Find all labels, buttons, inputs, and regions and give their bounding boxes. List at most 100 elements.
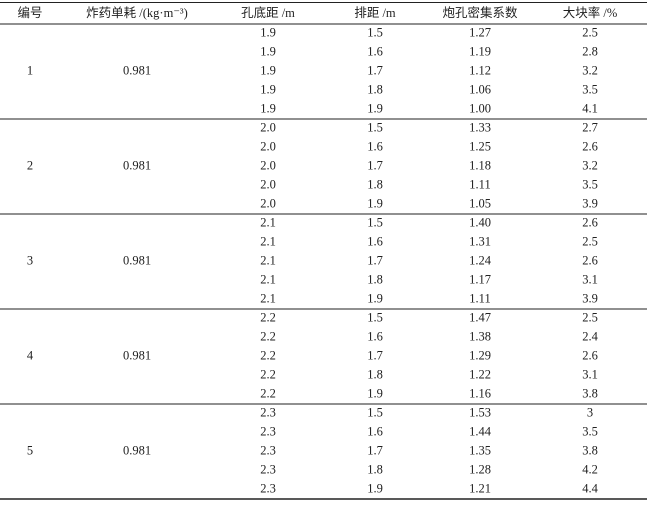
cell: 2.3 xyxy=(260,443,276,457)
cell: 1.18 xyxy=(469,158,491,172)
cell: 1.33 xyxy=(469,120,491,134)
header-cell: 排距 /m xyxy=(354,6,396,20)
cell: 1.5 xyxy=(367,25,383,39)
cell: 2.1 xyxy=(260,291,276,305)
cell: 1.8 xyxy=(367,272,383,286)
cell: 2.6 xyxy=(582,139,598,153)
cell: 1.28 xyxy=(469,462,491,476)
cell: 2.2 xyxy=(260,348,276,362)
group-charge: 0.981 xyxy=(123,253,151,267)
cell: 2.0 xyxy=(260,120,276,134)
cell: 3.8 xyxy=(582,386,598,400)
cell: 1.24 xyxy=(469,253,492,267)
cell: 1.27 xyxy=(469,25,491,39)
cell: 2.3 xyxy=(260,481,276,495)
cell: 1.9 xyxy=(367,481,383,495)
cell: 2.1 xyxy=(260,253,276,267)
cell: 1.6 xyxy=(367,424,383,438)
cell: 3 xyxy=(587,405,593,419)
cell: 3.9 xyxy=(582,291,598,305)
group-id: 4 xyxy=(27,348,34,362)
cell: 3.1 xyxy=(582,272,598,286)
cell: 1.9 xyxy=(367,386,383,400)
cell: 1.11 xyxy=(469,291,490,305)
cell: 1.7 xyxy=(367,348,383,362)
cell: 1.9 xyxy=(260,44,276,58)
header-cell: 孔底距 /m xyxy=(241,5,295,20)
cell: 1.29 xyxy=(469,348,491,362)
cell: 2.4 xyxy=(582,329,598,343)
cell: 2.5 xyxy=(582,310,598,324)
cell: 2.0 xyxy=(260,177,276,191)
cell: 1.9 xyxy=(367,101,383,115)
cell: 1.9 xyxy=(260,82,276,96)
cell: 1.12 xyxy=(469,63,491,77)
cell: 2.0 xyxy=(260,139,276,153)
cell: 1.00 xyxy=(469,101,491,115)
cell: 4.4 xyxy=(582,481,598,495)
cell: 1.6 xyxy=(367,329,383,343)
cell: 3.5 xyxy=(582,424,598,438)
cell: 3.1 xyxy=(582,367,598,381)
cell: 1.9 xyxy=(260,25,276,39)
cell: 1.5 xyxy=(367,215,383,229)
cell: 2.3 xyxy=(260,462,276,476)
cell: 1.31 xyxy=(469,234,491,248)
cell: 4.2 xyxy=(582,462,598,476)
group-id: 5 xyxy=(27,443,33,457)
cell: 1.35 xyxy=(469,443,491,457)
cell: 4.1 xyxy=(582,101,598,115)
cell: 2.2 xyxy=(260,386,276,400)
cell: 2.0 xyxy=(260,196,276,210)
cell: 1.05 xyxy=(469,196,491,210)
cell: 1.8 xyxy=(367,462,383,476)
cell: 1.5 xyxy=(367,120,383,134)
cell: 2.0 xyxy=(260,158,276,172)
cell: 2.5 xyxy=(582,25,598,39)
cell: 1.6 xyxy=(367,44,383,58)
cell: 1.6 xyxy=(367,139,383,153)
group-charge: 0.981 xyxy=(123,63,151,77)
cell: 1.22 xyxy=(469,367,491,381)
cell: 1.11 xyxy=(469,177,490,191)
cell: 3.9 xyxy=(582,196,598,210)
cell: 2.3 xyxy=(260,405,276,419)
cell: 2.7 xyxy=(582,120,598,134)
header-cell: 炸药单耗 /(kg·m⁻³) xyxy=(86,6,188,20)
cell: 2.5 xyxy=(582,234,598,248)
cell: 1.7 xyxy=(367,443,383,457)
cell: 3.2 xyxy=(582,158,598,172)
cell: 3.5 xyxy=(582,82,598,96)
cell: 1.7 xyxy=(367,253,383,267)
cell: 3.5 xyxy=(582,177,598,191)
cell: 2.6 xyxy=(582,348,598,362)
cell: 1.5 xyxy=(367,405,383,419)
cell: 2.3 xyxy=(260,424,276,438)
cell: 1.40 xyxy=(469,215,491,229)
group-id: 2 xyxy=(27,158,33,172)
cell: 2.2 xyxy=(260,367,276,381)
cell: 1.8 xyxy=(367,367,383,381)
cell: 1.9 xyxy=(260,63,276,77)
cell: 2.2 xyxy=(260,310,276,324)
cell: 1.8 xyxy=(367,82,383,96)
cell: 1.19 xyxy=(469,44,491,58)
header-cell: 编号 xyxy=(17,5,42,20)
cell: 1.16 xyxy=(469,386,491,400)
cell: 1.5 xyxy=(367,310,383,324)
cell: 3.8 xyxy=(582,443,598,457)
group-charge: 0.981 xyxy=(123,158,151,172)
cell: 1.8 xyxy=(367,177,383,191)
cell: 2.6 xyxy=(582,253,598,267)
cell: 1.6 xyxy=(367,234,383,248)
cell: 3.2 xyxy=(582,63,598,77)
cell: 2.6 xyxy=(582,215,598,229)
cell: 1.47 xyxy=(469,310,491,324)
cell: 2.8 xyxy=(582,44,598,58)
group-charge: 0.981 xyxy=(123,443,151,457)
cell: 1.25 xyxy=(469,139,491,153)
header-cell: 炮孔密集系数 xyxy=(442,5,518,20)
cell: 1.44 xyxy=(469,424,492,438)
cell: 1.53 xyxy=(469,405,491,419)
cell: 1.17 xyxy=(469,272,491,286)
